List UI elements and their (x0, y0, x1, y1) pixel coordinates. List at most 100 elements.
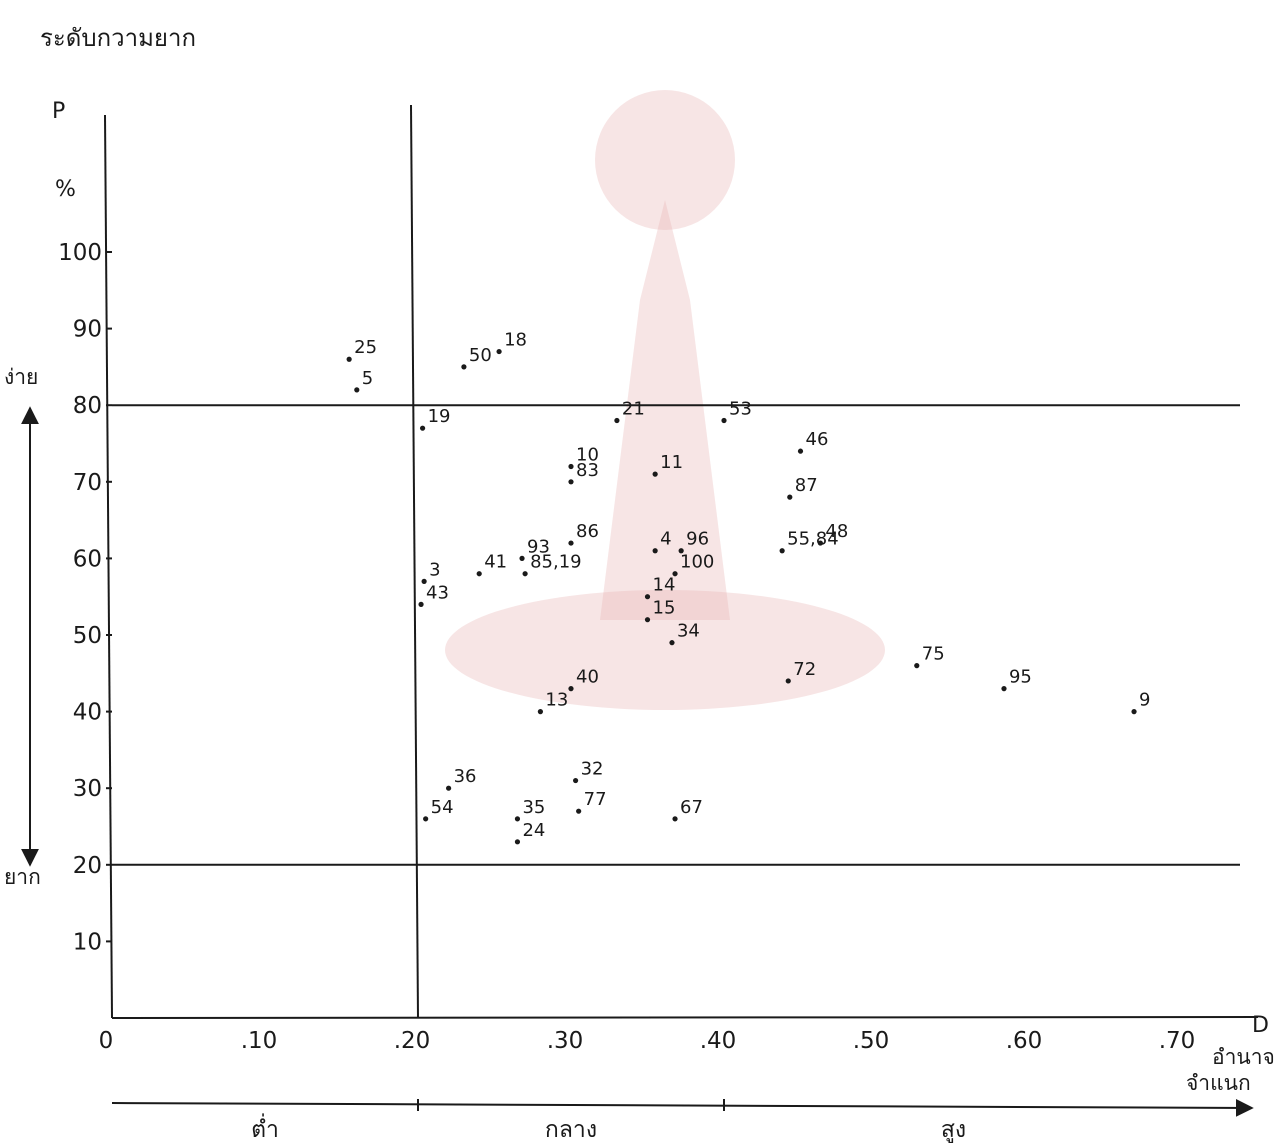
data-point-label: 55,84 (787, 529, 839, 550)
x-tick-label: .40 (700, 1028, 737, 1054)
data-point-dot (1131, 709, 1137, 715)
data-point-label: 4 (660, 529, 671, 550)
x-tick-label: .30 (547, 1028, 584, 1054)
data-point-dot (461, 364, 467, 370)
data-point-dot (419, 425, 426, 431)
data-point-label: 35 (522, 797, 545, 818)
data-point-dot (1001, 686, 1007, 692)
data-point-label: 48 (825, 521, 848, 542)
data-point-dot (572, 777, 579, 784)
data-point-11: 11 (652, 452, 683, 477)
data-point-83: 83 (568, 460, 599, 485)
data-point-dot (568, 686, 574, 692)
data-point-label: 32 (581, 759, 604, 780)
data-point-32: 32 (572, 759, 604, 784)
data-point-label: 9 (1139, 690, 1150, 711)
data-point-85-19: 85,19 (522, 552, 582, 577)
data-point-15: 15 (644, 598, 675, 623)
data-point-label: 25 (354, 337, 377, 358)
data-point-label: 85,19 (530, 552, 582, 573)
x-tick-label: .60 (1006, 1028, 1043, 1054)
data-point-label: 19 (428, 406, 451, 427)
data-point-dot (652, 548, 658, 554)
y-axis-line (104, 114, 113, 1019)
y-tick-label: 70 (73, 470, 102, 496)
data-point-48: 48 (817, 521, 848, 546)
data-point-label: 24 (522, 820, 545, 841)
data-point-dot (446, 785, 452, 791)
data-point-53: 53 (721, 399, 752, 424)
x-tick-label: .70 (1159, 1028, 1196, 1054)
data-point-dot (614, 417, 620, 424)
data-point-label: 21 (622, 399, 645, 420)
data-point-label: 87 (795, 475, 818, 496)
data-point-19: 19 (419, 406, 451, 431)
data-point-3: 3 (421, 559, 441, 584)
data-point-14: 14 (644, 575, 675, 600)
data-point-75: 75 (914, 644, 945, 669)
easy-label: ง่าย (4, 365, 38, 389)
data-point-label: 46 (806, 429, 829, 450)
data-point-95: 95 (1001, 667, 1032, 692)
data-point-label: 54 (431, 797, 454, 818)
page-title: ระดับกวามยาก (40, 24, 196, 52)
data-point-13: 13 (537, 690, 568, 715)
x-tick-label: .20 (394, 1028, 431, 1054)
data-point-label: 41 (484, 552, 507, 573)
y-tick-label: 100 (58, 240, 102, 266)
data-point-87: 87 (787, 475, 818, 500)
data-point-label: 100 (680, 552, 714, 573)
y-tick-label: 50 (73, 623, 102, 649)
data-point-54: 54 (423, 797, 454, 822)
data-point-35: 35 (514, 797, 545, 822)
data-point-label: 34 (677, 621, 700, 642)
y-tick-label: 60 (73, 546, 102, 572)
data-point-label: 11 (660, 452, 683, 473)
data-point-43: 43 (418, 582, 449, 607)
data-point-dot (672, 816, 678, 822)
data-point-dot (476, 571, 482, 577)
data-point-dot (568, 463, 574, 470)
hard-label: ยาก (4, 865, 41, 889)
data-point-dot (418, 601, 424, 607)
data-point-label: 5 (362, 368, 373, 389)
y-tick-label: 30 (73, 776, 102, 802)
x-tick-label: .50 (853, 1028, 890, 1054)
data-point-86: 86 (568, 521, 599, 546)
data-point-24: 24 (514, 820, 545, 845)
data-point-dot (644, 617, 651, 623)
data-point-dot (652, 471, 658, 477)
y-axis-label: P (52, 99, 65, 124)
x-tick-label: .10 (241, 1028, 278, 1054)
data-point-dot (421, 578, 427, 584)
data-point-dot (721, 417, 727, 424)
data-point-label: 53 (729, 399, 752, 420)
data-point-dot (785, 678, 791, 684)
y-tick-label: 80 (73, 393, 102, 419)
data-point-96: 96 (678, 529, 709, 554)
discrimination-arrow (111, 1098, 1254, 1117)
data-point-dot (568, 479, 574, 485)
data-point-dot (672, 571, 678, 577)
data-point-label: 43 (426, 582, 449, 603)
data-point-dot (346, 356, 352, 362)
data-point-dot (496, 348, 502, 355)
y-tick-label: 10 (73, 929, 102, 955)
data-point-67: 67 (672, 797, 703, 822)
data-point-dot (354, 387, 360, 393)
reference-lines (112, 104, 1240, 1019)
reference-line-d-0.2 (410, 104, 419, 1019)
data-point-label: 67 (680, 797, 703, 818)
data-point-label: 36 (454, 766, 477, 787)
data-point-100: 100 (672, 552, 714, 577)
data-point-dot (669, 640, 675, 646)
data-point-label: 18 (504, 330, 527, 351)
data-point-dot (537, 709, 544, 715)
y-tick-labels: 10 20 30 40 50 60 70 80 90 100 (58, 240, 112, 955)
data-point-93: 93 (519, 536, 550, 562)
x-axis-line (111, 1016, 1259, 1019)
discrimination-label: สูง (941, 1117, 966, 1143)
discrimination-label: กลาง (545, 1117, 597, 1143)
